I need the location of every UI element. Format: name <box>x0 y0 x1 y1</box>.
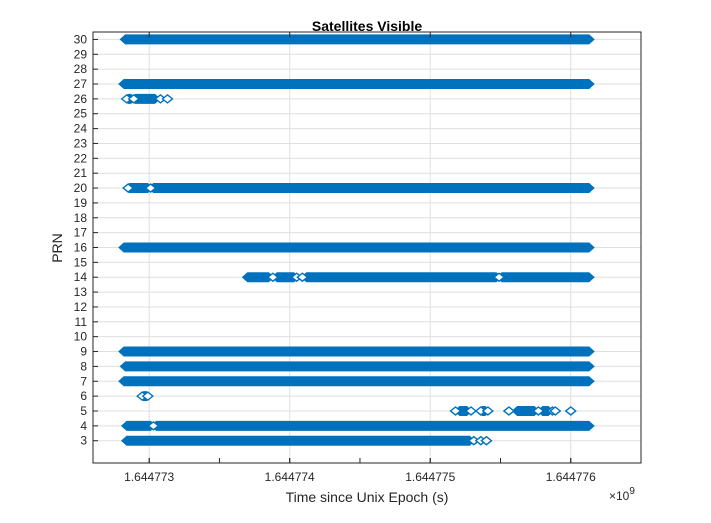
x-axis-exponent: ×109 <box>609 486 635 503</box>
series-prn-4 <box>120 420 595 431</box>
data-point <box>122 183 135 193</box>
x-tick-label: 1.644773 <box>124 470 174 484</box>
y-tick-label: 22 <box>74 151 88 165</box>
y-tick-label: 15 <box>74 255 88 269</box>
y-tick-label: 18 <box>74 211 88 225</box>
y-tick-label: 29 <box>74 47 88 61</box>
y-tick-label: 7 <box>80 374 87 388</box>
data-point <box>144 183 157 193</box>
data-point <box>449 406 462 416</box>
y-tick-label: 13 <box>74 285 88 299</box>
data-run <box>300 272 503 283</box>
y-tick-label: 11 <box>75 315 88 329</box>
y-tick-label: 16 <box>74 241 88 255</box>
x-axis-exponent-base: ×10 <box>609 489 630 503</box>
y-tick-label: 26 <box>74 92 88 106</box>
y-tick-label: 9 <box>80 345 87 359</box>
data-point <box>481 406 494 416</box>
x-axis-exponent-power: 9 <box>629 486 635 497</box>
y-tick-label: 6 <box>80 389 87 403</box>
ticks: 3456789101112131415161718192021222324252… <box>74 32 642 484</box>
series-prn-3 <box>120 435 476 446</box>
y-tick-label: 17 <box>74 226 88 240</box>
data-point <box>549 406 562 416</box>
data-run <box>118 376 595 387</box>
y-tick-label: 5 <box>80 404 87 418</box>
y-tick-label: 8 <box>80 359 87 373</box>
data-run <box>150 420 595 431</box>
y-tick-label: 23 <box>74 136 88 150</box>
data-point <box>564 406 577 416</box>
y-tick-label: 24 <box>74 122 88 136</box>
data-run <box>118 346 595 357</box>
data-point <box>480 435 493 446</box>
y-tick-label: 14 <box>74 270 88 284</box>
y-tick-label: 28 <box>74 62 88 76</box>
data-run <box>119 34 595 45</box>
y-tick-label: 27 <box>74 77 88 91</box>
data-point <box>532 406 545 416</box>
y-axis-label: PRN <box>49 233 65 263</box>
data-point <box>147 420 160 431</box>
y-tick-label: 10 <box>74 330 88 344</box>
data-point <box>492 272 506 283</box>
x-axis-label: Time since Unix Epoch (s) <box>286 489 449 505</box>
series-prn-9 <box>118 346 595 357</box>
data-run <box>496 272 595 283</box>
series-prn-30 <box>119 34 595 45</box>
y-tick-label: 3 <box>80 434 87 448</box>
x-tick-label: 1.644775 <box>405 470 455 484</box>
data-point <box>296 272 309 283</box>
data-run <box>118 79 595 90</box>
y-tick-label: 4 <box>80 419 87 433</box>
series-prn-27 <box>118 79 595 90</box>
series-prn-8 <box>119 361 595 372</box>
y-tick-label: 19 <box>74 196 88 210</box>
y-tick-label: 30 <box>74 32 88 46</box>
data-run <box>120 435 476 446</box>
data-run <box>147 183 595 194</box>
y-tick-label: 12 <box>74 300 88 314</box>
x-tick-label: 1.644774 <box>265 470 315 484</box>
y-tick-label: 25 <box>74 107 88 121</box>
data-point <box>502 406 516 416</box>
series-layer <box>118 34 595 446</box>
data-point <box>141 391 154 402</box>
series-prn-20 <box>123 183 595 194</box>
y-tick-label: 21 <box>74 166 88 180</box>
x-tick-label: 1.644776 <box>546 470 596 484</box>
data-run <box>119 361 595 372</box>
series-prn-16 <box>118 242 595 253</box>
y-tick-label: 20 <box>74 181 88 195</box>
data-point <box>127 93 140 104</box>
data-run <box>118 242 595 253</box>
series-prn-7 <box>118 376 595 387</box>
data-point <box>161 93 174 104</box>
chart-title: Satellites Visible <box>312 18 422 34</box>
data-point <box>266 272 279 283</box>
